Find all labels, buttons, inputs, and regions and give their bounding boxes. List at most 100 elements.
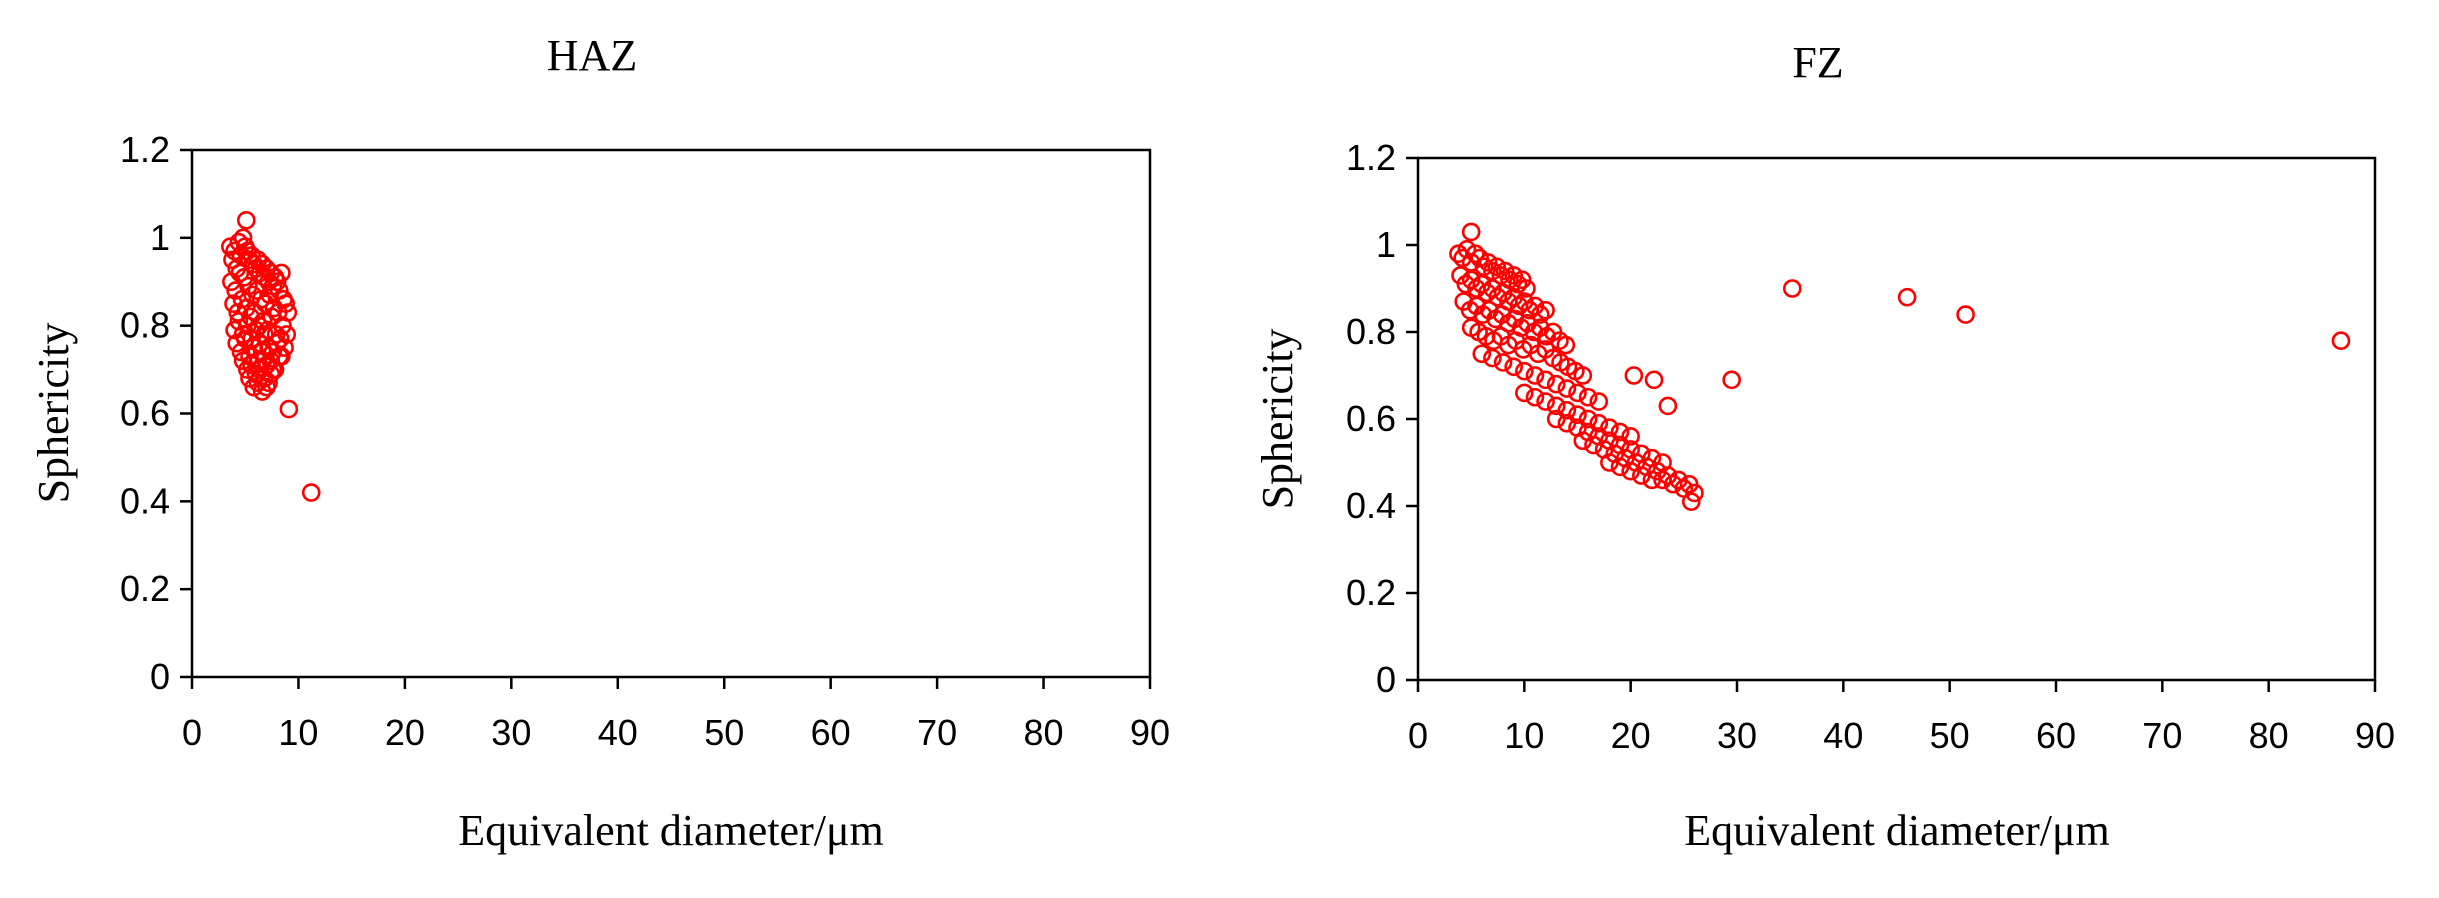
data-point [1573, 366, 1593, 385]
data-point [262, 307, 282, 327]
data-point [255, 325, 274, 344]
data-point [1546, 396, 1566, 416]
data-point [279, 399, 299, 419]
chart-title: HAZ [547, 31, 637, 80]
x-tick-label: 40 [598, 712, 638, 753]
tick-marks [1406, 156, 2377, 692]
data-point [260, 285, 280, 305]
x-tick-label: 20 [1611, 715, 1651, 756]
data-point [1515, 383, 1534, 403]
x-tick-label: 30 [1717, 715, 1757, 756]
data-point [1515, 361, 1534, 381]
x-axis-label: Equivalent diameter/μm [458, 806, 884, 855]
x-tick-label: 10 [278, 712, 318, 753]
x-tick-label: 50 [704, 712, 744, 753]
data-point [1663, 474, 1683, 494]
x-tick-label: 80 [1024, 712, 1064, 753]
y-tick-label: 0 [150, 656, 170, 697]
data-point [1782, 279, 1802, 298]
x-tick-label: 60 [811, 712, 851, 753]
data-point [301, 483, 321, 502]
data-point [267, 333, 287, 353]
data-point [1897, 287, 1917, 307]
x-tick-labels: 0 10 20 30 40 50 60 70 80 90 [1408, 715, 2395, 756]
y-tick-label: 0.8 [120, 305, 170, 346]
data-point [1658, 396, 1678, 416]
data-point [236, 210, 256, 230]
data-point [1621, 461, 1640, 481]
y-axis-label: Sphericity [29, 323, 78, 504]
x-tick-label: 70 [917, 712, 957, 753]
x-axis-label: Equivalent diameter/μm [1684, 806, 2110, 855]
x-tick-label: 90 [2355, 715, 2395, 756]
y-tick-label: 0.2 [1346, 572, 1396, 613]
data-point [234, 268, 254, 287]
x-tick-label: 50 [1930, 715, 1970, 756]
data-point [1644, 370, 1664, 390]
data-point [252, 382, 272, 401]
data-point [1536, 392, 1555, 411]
data-point [1589, 392, 1609, 411]
data-point [1610, 457, 1630, 477]
x-tick-label: 20 [385, 712, 425, 753]
data-point [1557, 414, 1577, 433]
data-point [264, 298, 284, 318]
data-point [1536, 370, 1555, 390]
data-point [1624, 366, 1644, 385]
data-point [1530, 305, 1550, 324]
data-point [1546, 374, 1566, 394]
y-axis-label: Sphericity [1253, 329, 1302, 510]
data-point [1681, 492, 1701, 511]
data-point [2331, 331, 2351, 351]
y-tick-label: 1.2 [1346, 137, 1396, 178]
data-point [1573, 431, 1593, 451]
data-point [1546, 409, 1566, 429]
data-point [1568, 383, 1587, 403]
x-tick-label: 10 [1504, 715, 1544, 756]
y-tick-label: 0.8 [1346, 311, 1396, 352]
y-tick-label: 1.2 [120, 129, 170, 170]
data-point [1600, 453, 1619, 472]
data-point [1517, 279, 1536, 298]
data-point [1525, 366, 1545, 385]
data-point [272, 263, 291, 283]
data-points [1449, 222, 2351, 511]
data-point [1512, 270, 1532, 290]
data-point [1956, 305, 1975, 324]
chart-haz: HAZ 0 0.2 0.4 0.6 0.8 1 1.2 0 10 20 30 40 50 60 70 80 9… [29, 31, 1170, 855]
data-point [247, 281, 267, 300]
data-point [1722, 370, 1741, 390]
x-tick-label: 80 [2249, 715, 2289, 756]
data-point [1504, 357, 1523, 377]
chart-fz: FZ 0 0.2 0.4 0.6 0.8 1 1.2 0 10 20 30 40 50 60 70 80 90… [1253, 38, 2395, 855]
data-point [1466, 244, 1485, 263]
data-point [1632, 466, 1651, 485]
y-tick-label: 0.6 [120, 393, 170, 434]
y-tick-labels: 0 0.2 0.4 0.6 0.8 1 1.2 [120, 129, 170, 697]
data-point [261, 364, 281, 384]
x-tick-label: 0 [182, 712, 202, 753]
x-tick-label: 60 [2036, 715, 2076, 756]
data-point [1557, 379, 1577, 398]
data-point [1461, 222, 1481, 242]
data-point [1578, 387, 1598, 407]
x-tick-labels: 0 10 20 30 40 50 60 70 80 90 [182, 712, 1170, 753]
data-point [1653, 470, 1672, 490]
chart-title: FZ [1792, 38, 1843, 87]
y-tick-label: 1 [1376, 224, 1396, 265]
y-tick-label: 0.6 [1346, 398, 1396, 439]
data-point [1556, 335, 1576, 355]
data-point [257, 377, 276, 397]
data-points [221, 210, 321, 502]
x-tick-label: 40 [1823, 715, 1863, 756]
x-tick-label: 70 [2142, 715, 2182, 756]
data-point [1536, 300, 1555, 320]
data-point [233, 228, 253, 248]
y-tick-label: 0 [1376, 659, 1396, 700]
y-tick-label: 0.4 [1346, 485, 1396, 526]
data-point [1472, 344, 1492, 364]
data-point [1493, 353, 1513, 372]
data-point [1685, 483, 1704, 503]
data-point [230, 263, 250, 283]
x-tick-label: 0 [1408, 715, 1428, 756]
